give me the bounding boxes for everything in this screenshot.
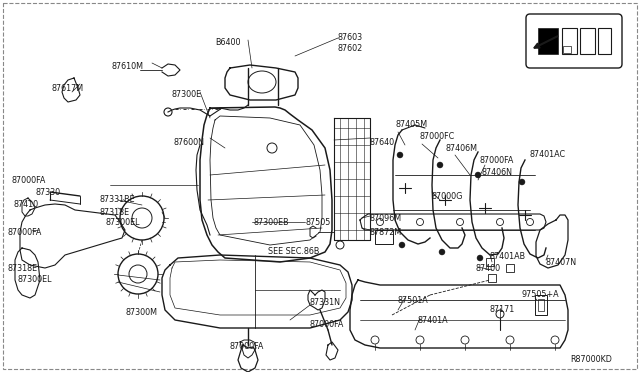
Bar xyxy=(486,258,494,266)
Text: 87610M: 87610M xyxy=(112,62,144,71)
Text: 87617M: 87617M xyxy=(52,84,84,93)
Text: 87000G: 87000G xyxy=(432,192,463,201)
Text: 87330: 87330 xyxy=(35,188,60,197)
Text: 87300EB: 87300EB xyxy=(253,218,289,227)
Text: 87602: 87602 xyxy=(338,44,364,53)
Text: 87331N: 87331N xyxy=(310,298,341,307)
Text: 87300EL: 87300EL xyxy=(18,275,52,284)
Circle shape xyxy=(437,162,443,168)
Text: 87603: 87603 xyxy=(338,33,363,42)
Bar xyxy=(538,28,558,54)
Text: 87600N: 87600N xyxy=(173,138,204,147)
Text: 87410: 87410 xyxy=(14,200,39,209)
Text: 87640: 87640 xyxy=(370,138,395,147)
Text: 87501A: 87501A xyxy=(398,296,429,305)
Text: 87300E: 87300E xyxy=(172,90,202,99)
Bar xyxy=(535,295,547,315)
Text: 87318E: 87318E xyxy=(8,264,38,273)
Text: 87000FA: 87000FA xyxy=(480,156,515,165)
Text: 87300M: 87300M xyxy=(125,308,157,317)
Text: B6400: B6400 xyxy=(215,38,241,47)
Text: 87407N: 87407N xyxy=(546,258,577,267)
Text: 87318E: 87318E xyxy=(100,208,130,217)
Text: 97505+A: 97505+A xyxy=(522,290,559,299)
Circle shape xyxy=(477,255,483,261)
Circle shape xyxy=(519,179,525,185)
Text: 87401AC: 87401AC xyxy=(530,150,566,159)
Circle shape xyxy=(439,249,445,255)
Text: 87405M: 87405M xyxy=(395,120,427,129)
Bar xyxy=(563,46,571,53)
Circle shape xyxy=(475,172,481,178)
Text: SEE SEC.86B: SEE SEC.86B xyxy=(268,247,319,256)
Text: 87400: 87400 xyxy=(476,264,501,273)
Text: 87300EL: 87300EL xyxy=(105,218,140,227)
Bar xyxy=(488,274,496,282)
Text: 87171: 87171 xyxy=(490,305,515,314)
Bar xyxy=(375,230,393,244)
Text: 87000FC: 87000FC xyxy=(420,132,455,141)
Bar xyxy=(562,28,577,54)
Text: 87401A: 87401A xyxy=(418,316,449,325)
Circle shape xyxy=(397,152,403,158)
Text: 87406M: 87406M xyxy=(445,144,477,153)
Text: 87000FA: 87000FA xyxy=(310,320,344,329)
Text: 87096M: 87096M xyxy=(370,214,402,223)
Text: 87331BE: 87331BE xyxy=(100,195,136,204)
Text: 87000FA: 87000FA xyxy=(8,228,42,237)
Bar xyxy=(538,299,544,311)
Text: 87401AB: 87401AB xyxy=(490,252,526,261)
Text: 87000FA: 87000FA xyxy=(230,342,264,351)
Bar xyxy=(506,264,514,272)
Text: 87406N: 87406N xyxy=(482,168,513,177)
Circle shape xyxy=(399,242,405,248)
Bar xyxy=(580,28,595,54)
Text: 87872M: 87872M xyxy=(370,228,403,237)
Text: 87505: 87505 xyxy=(305,218,330,227)
Bar xyxy=(598,28,611,54)
Text: R87000KD: R87000KD xyxy=(570,355,612,364)
Text: 87000FA: 87000FA xyxy=(12,176,46,185)
